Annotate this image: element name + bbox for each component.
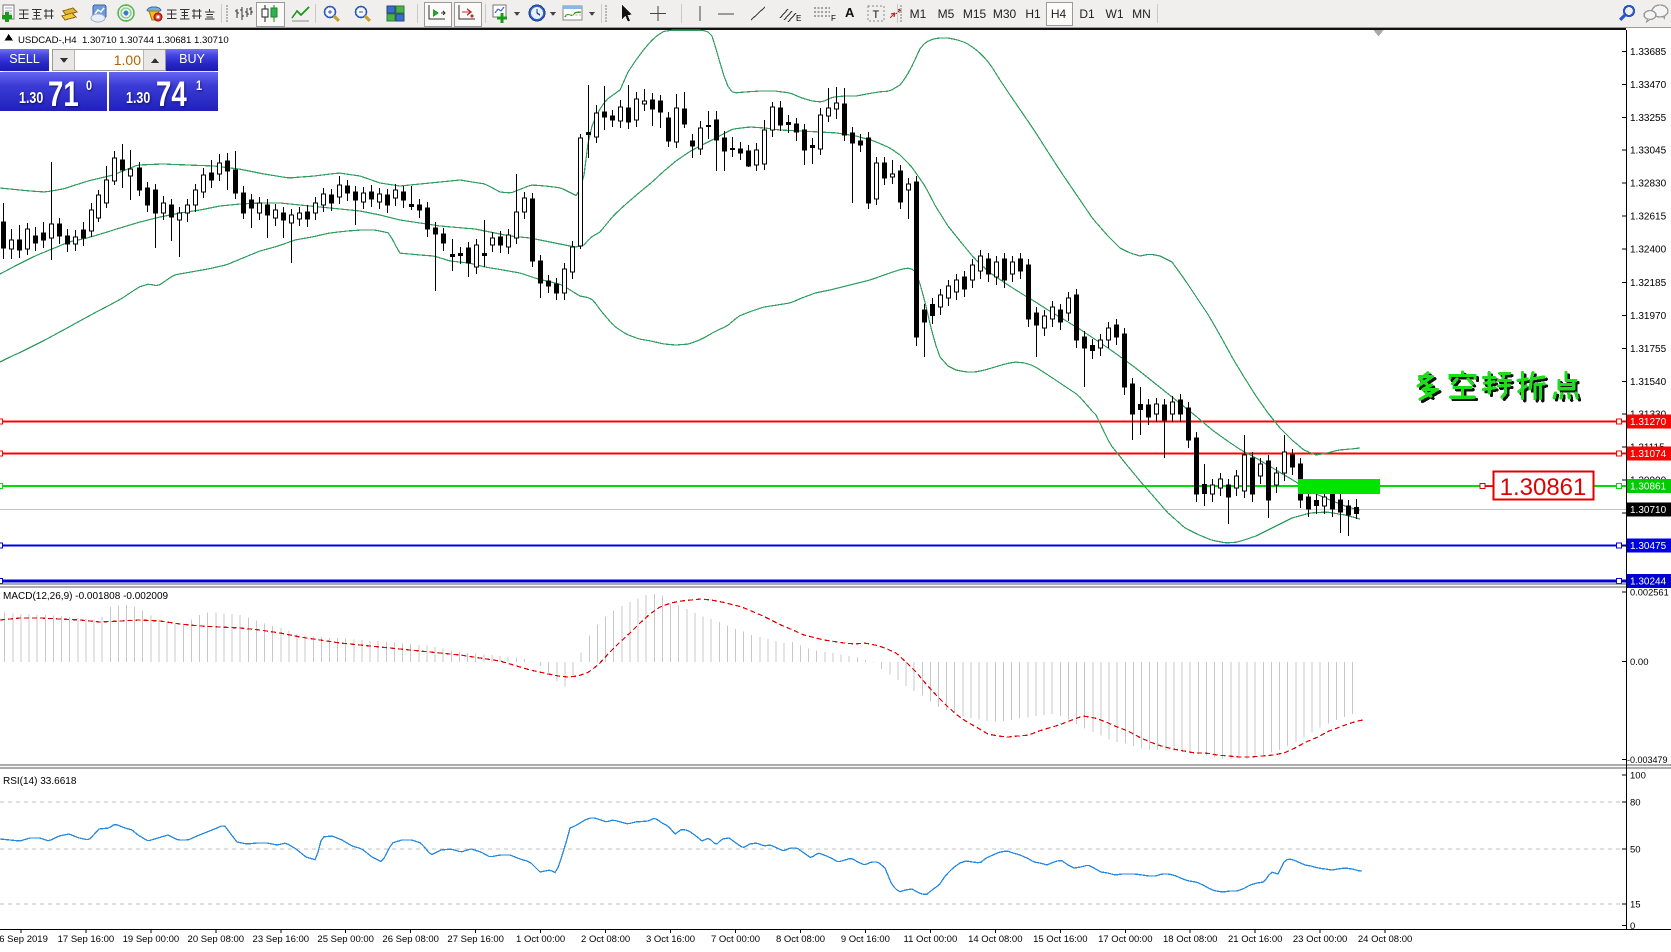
svg-text:50: 50 bbox=[1630, 844, 1641, 855]
svg-text:1 Oct 00:00: 1 Oct 00:00 bbox=[516, 934, 565, 945]
svg-text:16 Sep 2019: 16 Sep 2019 bbox=[0, 934, 48, 945]
svg-text:19 Sep 00:00: 19 Sep 00:00 bbox=[123, 934, 180, 945]
svg-text:21 Oct 16:00: 21 Oct 16:00 bbox=[1228, 934, 1282, 945]
svg-text:14 Oct 08:00: 14 Oct 08:00 bbox=[968, 934, 1022, 945]
svg-text:25 Sep 00:00: 25 Sep 00:00 bbox=[317, 934, 374, 945]
svg-text:8 Oct 08:00: 8 Oct 08:00 bbox=[776, 934, 825, 945]
svg-text:1.32830: 1.32830 bbox=[1630, 179, 1667, 190]
svg-text:1.30710: 1.30710 bbox=[1630, 505, 1667, 516]
svg-text:1.31540: 1.31540 bbox=[1630, 377, 1667, 388]
svg-text:1.31074: 1.31074 bbox=[1630, 449, 1667, 460]
svg-text:2 Oct 08:00: 2 Oct 08:00 bbox=[581, 934, 630, 945]
svg-text:18 Oct 08:00: 18 Oct 08:00 bbox=[1163, 934, 1217, 945]
svg-text:E: E bbox=[796, 14, 801, 23]
svg-text:3 Oct 16:00: 3 Oct 16:00 bbox=[646, 934, 695, 945]
svg-text:15: 15 bbox=[1630, 899, 1641, 910]
svg-text:1.33255: 1.33255 bbox=[1630, 113, 1667, 124]
svg-text:23 Sep 16:00: 23 Sep 16:00 bbox=[253, 934, 310, 945]
svg-text:1.30861: 1.30861 bbox=[1500, 474, 1587, 501]
svg-text:1.30861: 1.30861 bbox=[1630, 482, 1667, 493]
svg-text:1.32615: 1.32615 bbox=[1630, 212, 1667, 223]
svg-text:9 Oct 16:00: 9 Oct 16:00 bbox=[841, 934, 890, 945]
svg-text:11 Oct 00:00: 11 Oct 00:00 bbox=[904, 934, 958, 945]
svg-text:1.32400: 1.32400 bbox=[1630, 245, 1667, 256]
svg-text:1.31755: 1.31755 bbox=[1630, 344, 1667, 355]
svg-text:23 Oct 00:00: 23 Oct 00:00 bbox=[1293, 934, 1347, 945]
svg-text:100: 100 bbox=[1630, 771, 1646, 782]
svg-text:20 Sep 08:00: 20 Sep 08:00 bbox=[188, 934, 245, 945]
svg-text:0.00: 0.00 bbox=[1630, 657, 1649, 668]
svg-text:7 Oct 00:00: 7 Oct 00:00 bbox=[711, 934, 760, 945]
svg-text:15 Oct 16:00: 15 Oct 16:00 bbox=[1033, 934, 1087, 945]
svg-text:1.32185: 1.32185 bbox=[1630, 278, 1667, 289]
svg-text:1.33685: 1.33685 bbox=[1630, 47, 1667, 58]
svg-text:24 Oct 08:00: 24 Oct 08:00 bbox=[1358, 934, 1412, 945]
svg-text:0.002561: 0.002561 bbox=[1630, 588, 1669, 598]
svg-text:-0.003479: -0.003479 bbox=[1627, 755, 1668, 765]
svg-text:17 Oct 00:00: 17 Oct 00:00 bbox=[1098, 934, 1152, 945]
svg-text:F: F bbox=[831, 14, 836, 23]
svg-text:27 Sep 16:00: 27 Sep 16:00 bbox=[447, 934, 504, 945]
svg-text:26 Sep 08:00: 26 Sep 08:00 bbox=[382, 934, 439, 945]
svg-text:1.30244: 1.30244 bbox=[1630, 577, 1667, 588]
svg-text:1.30475: 1.30475 bbox=[1630, 541, 1667, 552]
svg-text:0: 0 bbox=[1630, 921, 1635, 932]
svg-text:MACD(12,26,9) -0.001808 -0.002: MACD(12,26,9) -0.001808 -0.002009 bbox=[3, 591, 169, 602]
svg-text:17 Sep 16:00: 17 Sep 16:00 bbox=[58, 934, 115, 945]
svg-text:1.33045: 1.33045 bbox=[1630, 146, 1667, 157]
svg-text:T: T bbox=[873, 9, 880, 21]
svg-text:1.33470: 1.33470 bbox=[1630, 80, 1667, 91]
svg-text:RSI(14) 33.6618: RSI(14) 33.6618 bbox=[3, 776, 77, 787]
svg-text:80: 80 bbox=[1630, 798, 1641, 809]
svg-text:1.31270: 1.31270 bbox=[1630, 417, 1667, 428]
svg-text:USDCAD-,H4 1.30710 1.30744 1.: USDCAD-,H4 1.30710 1.30744 1.30681 1.307… bbox=[18, 35, 229, 46]
svg-text:1.31970: 1.31970 bbox=[1630, 311, 1667, 322]
